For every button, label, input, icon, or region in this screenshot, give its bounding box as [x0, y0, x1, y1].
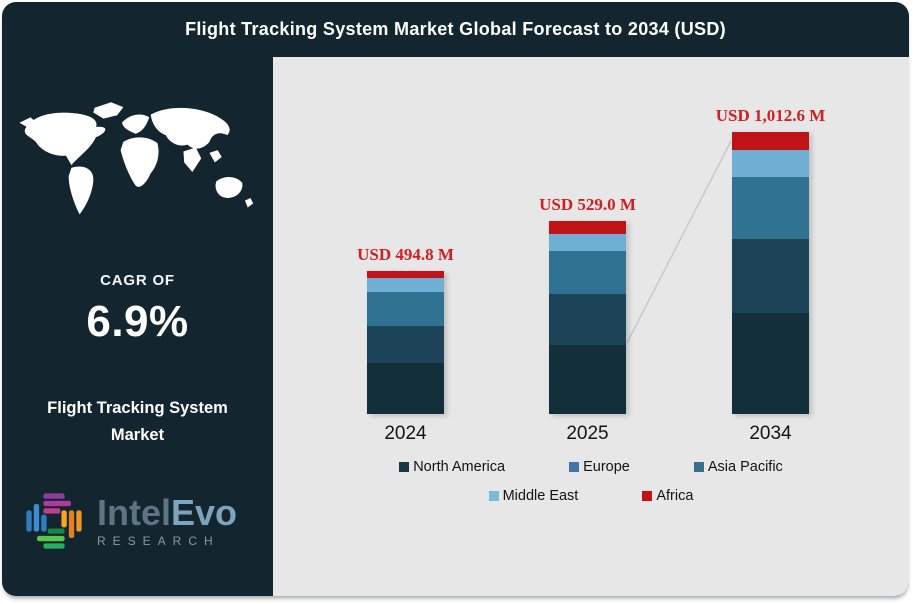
- legend-item-asia-pacific: Asia Pacific: [693, 459, 783, 475]
- legend-swatch-north-america: [399, 462, 410, 472]
- legend-label: Europe: [583, 459, 630, 475]
- category-label-2024: 2024: [384, 423, 427, 444]
- segment-middle-east: [732, 150, 809, 177]
- legend-item-africa: Africa: [642, 488, 693, 504]
- segment-africa: [732, 132, 809, 150]
- company-logo: IntelEvo RESEARCH: [20, 487, 237, 555]
- segment-asia-pacific: [549, 251, 626, 294]
- segment-middle-east: [549, 234, 626, 251]
- bar-2034: [732, 132, 809, 414]
- logo-icon: [26, 493, 82, 549]
- segment-north-america: [367, 363, 444, 414]
- legend-item-middle-east: Middle East: [488, 488, 579, 504]
- sidebar: CAGR OF 6.9% Flight Tracking System Mark…: [2, 57, 273, 596]
- legend-label: Middle East: [502, 488, 579, 504]
- category-label-2034: 2034: [749, 423, 792, 444]
- market-name-line2: Market: [110, 426, 165, 444]
- category-label-2025: 2025: [566, 423, 609, 444]
- logo-name-intel: Intel: [97, 491, 172, 533]
- logo-name-evo: Evo: [171, 491, 238, 533]
- legend-swatch-europe: [569, 462, 580, 472]
- segment-asia-pacific: [732, 177, 809, 239]
- header: Flight Tracking System Market Global For…: [2, 2, 909, 57]
- total-value-label-2025: USD 529.0 M: [539, 195, 636, 214]
- segment-middle-east: [367, 278, 444, 292]
- bar-2025: [549, 221, 626, 414]
- total-value-label-2034: USD 1,012.6 M: [715, 106, 826, 125]
- segment-north-america: [549, 345, 626, 414]
- segment-africa: [549, 221, 626, 234]
- chart-area: USD 494.8 M 2024 USD 529.0 M 2025 USD 1,012.…: [273, 57, 909, 596]
- cagr-value: 6.9%: [86, 297, 189, 346]
- world-map-icon: [19, 102, 254, 215]
- market-name-line1: Flight Tracking System: [47, 399, 228, 417]
- legend-label: North America: [413, 459, 506, 475]
- legend-row-2: Middle East Africa: [273, 488, 909, 504]
- segment-asia-pacific: [367, 292, 444, 326]
- segment-africa: [367, 271, 444, 278]
- legend-swatch-middle-east: [488, 491, 499, 501]
- world-map: [14, 83, 260, 235]
- legend-swatch-africa: [642, 491, 653, 501]
- logo-name: IntelEvo: [97, 491, 238, 533]
- legend-swatch-asia-pacific: [693, 462, 704, 472]
- total-value-label-2024: USD 494.8 M: [357, 245, 454, 264]
- logo-subtitle: RESEARCH: [97, 533, 220, 548]
- page-title: Flight Tracking System Market Global For…: [185, 19, 726, 39]
- segment-europe: [367, 326, 444, 363]
- legend-label: Asia Pacific: [707, 459, 783, 475]
- card: Flight Tracking System Market Global For…: [2, 2, 909, 596]
- segment-north-america: [732, 313, 809, 414]
- market-name: Flight Tracking System Market: [2, 395, 273, 449]
- legend-row-1: North America Europe Asia Pacific: [273, 459, 909, 475]
- cagr-label: CAGR OF: [100, 272, 175, 289]
- legend-item-europe: Europe: [569, 459, 630, 475]
- legend-item-north-america: North America: [399, 459, 505, 475]
- segment-europe: [549, 294, 626, 345]
- segment-europe: [732, 239, 809, 313]
- logo-text: IntelEvo RESEARCH: [97, 491, 238, 548]
- bar-2024: [367, 271, 444, 414]
- legend-label: Africa: [656, 488, 694, 504]
